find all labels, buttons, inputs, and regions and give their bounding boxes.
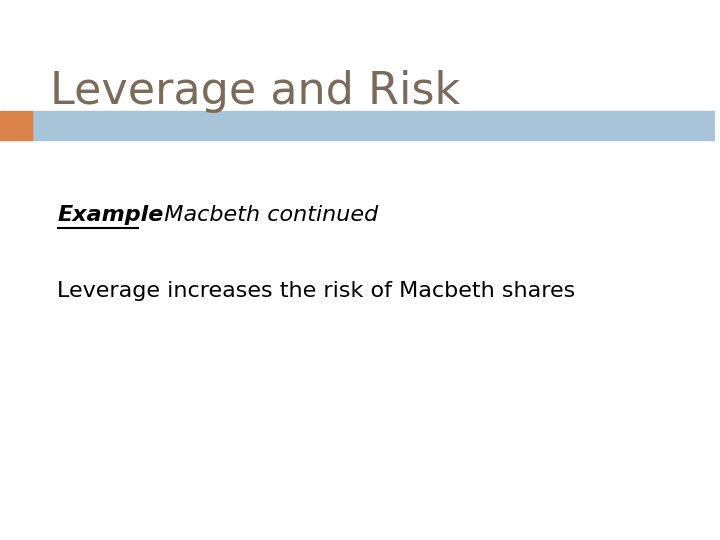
Text: - Macbeth continued: - Macbeth continued bbox=[142, 205, 378, 225]
Text: Leverage and Risk: Leverage and Risk bbox=[50, 70, 460, 113]
Bar bbox=[32, 111, 715, 140]
Text: Leverage increases the risk of Macbeth shares: Leverage increases the risk of Macbeth s… bbox=[57, 281, 575, 301]
Bar bbox=[0, 111, 32, 140]
Text: Example: Example bbox=[57, 205, 163, 225]
